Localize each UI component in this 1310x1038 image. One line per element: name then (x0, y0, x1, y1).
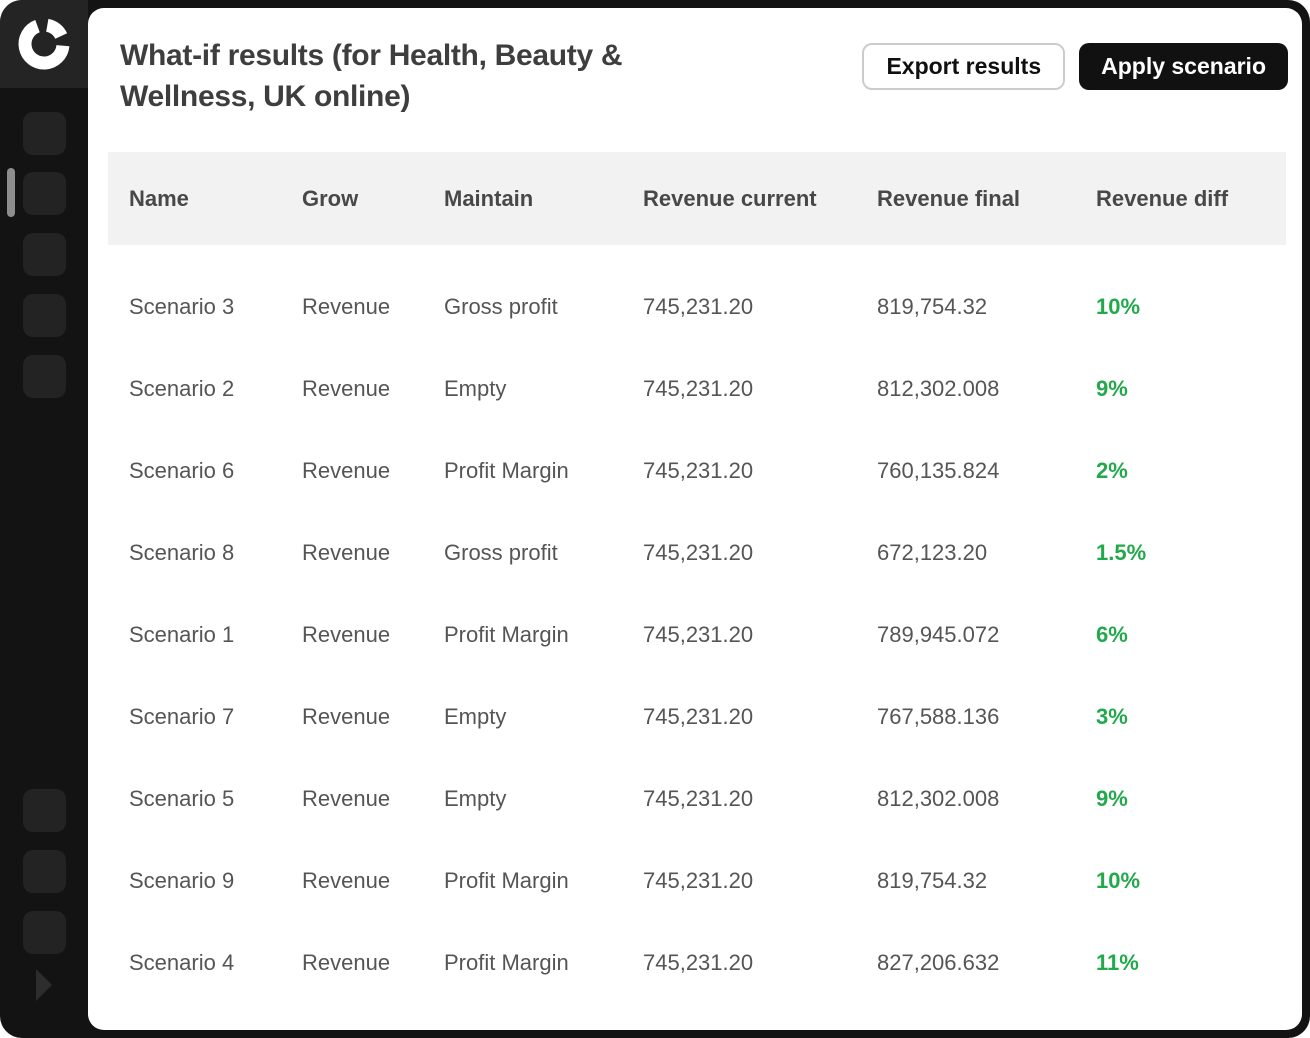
cell-maintain: Empty (444, 376, 507, 401)
cell-name: Scenario 2 (129, 376, 235, 401)
cell-maintain: Empty (444, 786, 507, 811)
table-row[interactable]: Scenario 4 Revenue Profit Margin 745,231.20… (108, 922, 1286, 1004)
sidebar-expand-arrow-icon[interactable] (36, 969, 52, 1001)
cell-revenue-final: 672,123.20 (877, 540, 988, 565)
sidebar-nav-button-6[interactable] (23, 789, 66, 832)
table-row[interactable]: Scenario 3 Revenue Gross profit 745,231.20 8… (108, 266, 1286, 348)
cell-revenue-final: 767,588.136 (877, 704, 1000, 729)
cell-maintain: Gross profit (444, 294, 558, 319)
cell-revenue-diff: 3% (1096, 704, 1128, 729)
main-panel: What-if results (for Health, Beauty & We… (88, 8, 1302, 1030)
cell-revenue-final: 812,302.008 (877, 786, 1000, 811)
cell-revenue-diff: 11% (1096, 950, 1139, 975)
cell-name: Scenario 1 (129, 622, 235, 647)
table-body: Scenario 3 Revenue Gross profit 745,231.20 8… (108, 266, 1286, 1004)
cell-revenue-current: 745,231.20 (643, 458, 754, 483)
cell-maintain: Empty (444, 704, 507, 729)
donut-chart-logo-icon (18, 18, 70, 70)
cell-revenue-current: 745,231.20 (643, 786, 754, 811)
cell-maintain: Gross profit (444, 540, 558, 565)
table-row[interactable]: Scenario 5 Revenue Empty 745,231.20 812,302.… (108, 758, 1286, 840)
column-header-grow: Grow (302, 185, 359, 211)
logo-block[interactable] (0, 0, 88, 88)
cell-grow: Revenue (302, 622, 391, 647)
cell-name: Scenario 8 (129, 540, 235, 565)
column-header-revenue-current: Revenue current (643, 185, 817, 211)
cell-revenue-diff: 2% (1096, 458, 1128, 483)
cell-grow: Revenue (302, 376, 391, 401)
cell-revenue-current: 745,231.20 (643, 868, 754, 893)
cell-revenue-final: 812,302.008 (877, 376, 1000, 401)
cell-revenue-current: 745,231.20 (643, 950, 754, 975)
table-row[interactable]: Scenario 9 Revenue Profit Margin 745,231.20… (108, 840, 1286, 922)
cell-name: Scenario 3 (129, 294, 235, 319)
cell-revenue-diff: 10% (1096, 868, 1141, 893)
cell-revenue-diff: 9% (1096, 786, 1128, 811)
cell-grow: Revenue (302, 786, 391, 811)
cell-revenue-current: 745,231.20 (643, 622, 754, 647)
cell-grow: Revenue (302, 868, 391, 893)
cell-revenue-final: 760,135.824 (877, 458, 1000, 483)
cell-revenue-diff: 10% (1096, 294, 1141, 319)
cell-grow: Revenue (302, 458, 391, 483)
sidebar-nav-button-3[interactable] (23, 233, 66, 276)
cell-revenue-final: 827,206.632 (877, 950, 1000, 975)
cell-grow: Revenue (302, 540, 391, 565)
cell-name: Scenario 6 (129, 458, 235, 483)
header-actions: Export results Apply scenario (862, 43, 1288, 90)
apply-scenario-button[interactable]: Apply scenario (1079, 43, 1288, 90)
cell-maintain: Profit Margin (444, 950, 569, 975)
cell-maintain: Profit Margin (444, 622, 569, 647)
sidebar-nav-button-2[interactable] (23, 172, 66, 215)
cell-revenue-current: 745,231.20 (643, 294, 754, 319)
column-header-revenue-diff: Revenue diff (1096, 185, 1229, 211)
page-header: What-if results (for Health, Beauty & We… (88, 8, 1302, 117)
cell-revenue-diff: 9% (1096, 376, 1128, 401)
cell-maintain: Profit Margin (444, 458, 569, 483)
cell-revenue-diff: 1.5% (1096, 540, 1147, 565)
cell-revenue-current: 745,231.20 (643, 704, 754, 729)
table-row[interactable]: Scenario 6 Revenue Profit Margin 745,231.20… (108, 430, 1286, 512)
cell-name: Scenario 5 (129, 786, 235, 811)
cell-maintain: Profit Margin (444, 868, 569, 893)
page-title: What-if results (for Health, Beauty & We… (120, 39, 623, 113)
cell-revenue-final: 819,754.32 (877, 868, 988, 893)
sidebar-nav-button-8[interactable] (23, 911, 66, 954)
cell-revenue-final: 819,754.32 (877, 294, 988, 319)
table-row[interactable]: Scenario 7 Revenue Empty 745,231.20 767,588.… (108, 676, 1286, 758)
cell-revenue-current: 745,231.20 (643, 540, 754, 565)
sidebar-nav-button-5[interactable] (23, 355, 66, 398)
sidebar-nav-button-1[interactable] (23, 112, 66, 155)
results-table: Name Grow Maintain Revenue current Reven… (108, 152, 1286, 1004)
cell-grow: Revenue (302, 950, 391, 975)
sidebar-nav-button-7[interactable] (23, 850, 66, 893)
sidebar-nav-button-4[interactable] (23, 294, 66, 337)
cell-revenue-current: 745,231.20 (643, 376, 754, 401)
cell-grow: Revenue (302, 294, 391, 319)
column-header-revenue-final: Revenue final (877, 185, 1021, 211)
column-header-maintain: Maintain (444, 185, 534, 211)
cell-revenue-diff: 6% (1096, 622, 1128, 647)
active-item-indicator (7, 168, 15, 217)
cell-revenue-final: 789,945.072 (877, 622, 1000, 647)
export-results-button[interactable]: Export results (862, 43, 1066, 90)
table-row[interactable]: Scenario 8 Revenue Gross profit 745,231.20 6… (108, 512, 1286, 594)
table-row[interactable]: Scenario 1 Revenue Profit Margin 745,231.20… (108, 594, 1286, 676)
cell-name: Scenario 9 (129, 868, 235, 893)
table-row[interactable]: Scenario 2 Revenue Empty 745,231.20 812,302.… (108, 348, 1286, 430)
column-header-name: Name (129, 185, 189, 211)
cell-grow: Revenue (302, 704, 391, 729)
cell-name: Scenario 4 (129, 950, 235, 975)
table-header-row: Name Grow Maintain Revenue current Reven… (108, 152, 1286, 245)
cell-name: Scenario 7 (129, 704, 235, 729)
